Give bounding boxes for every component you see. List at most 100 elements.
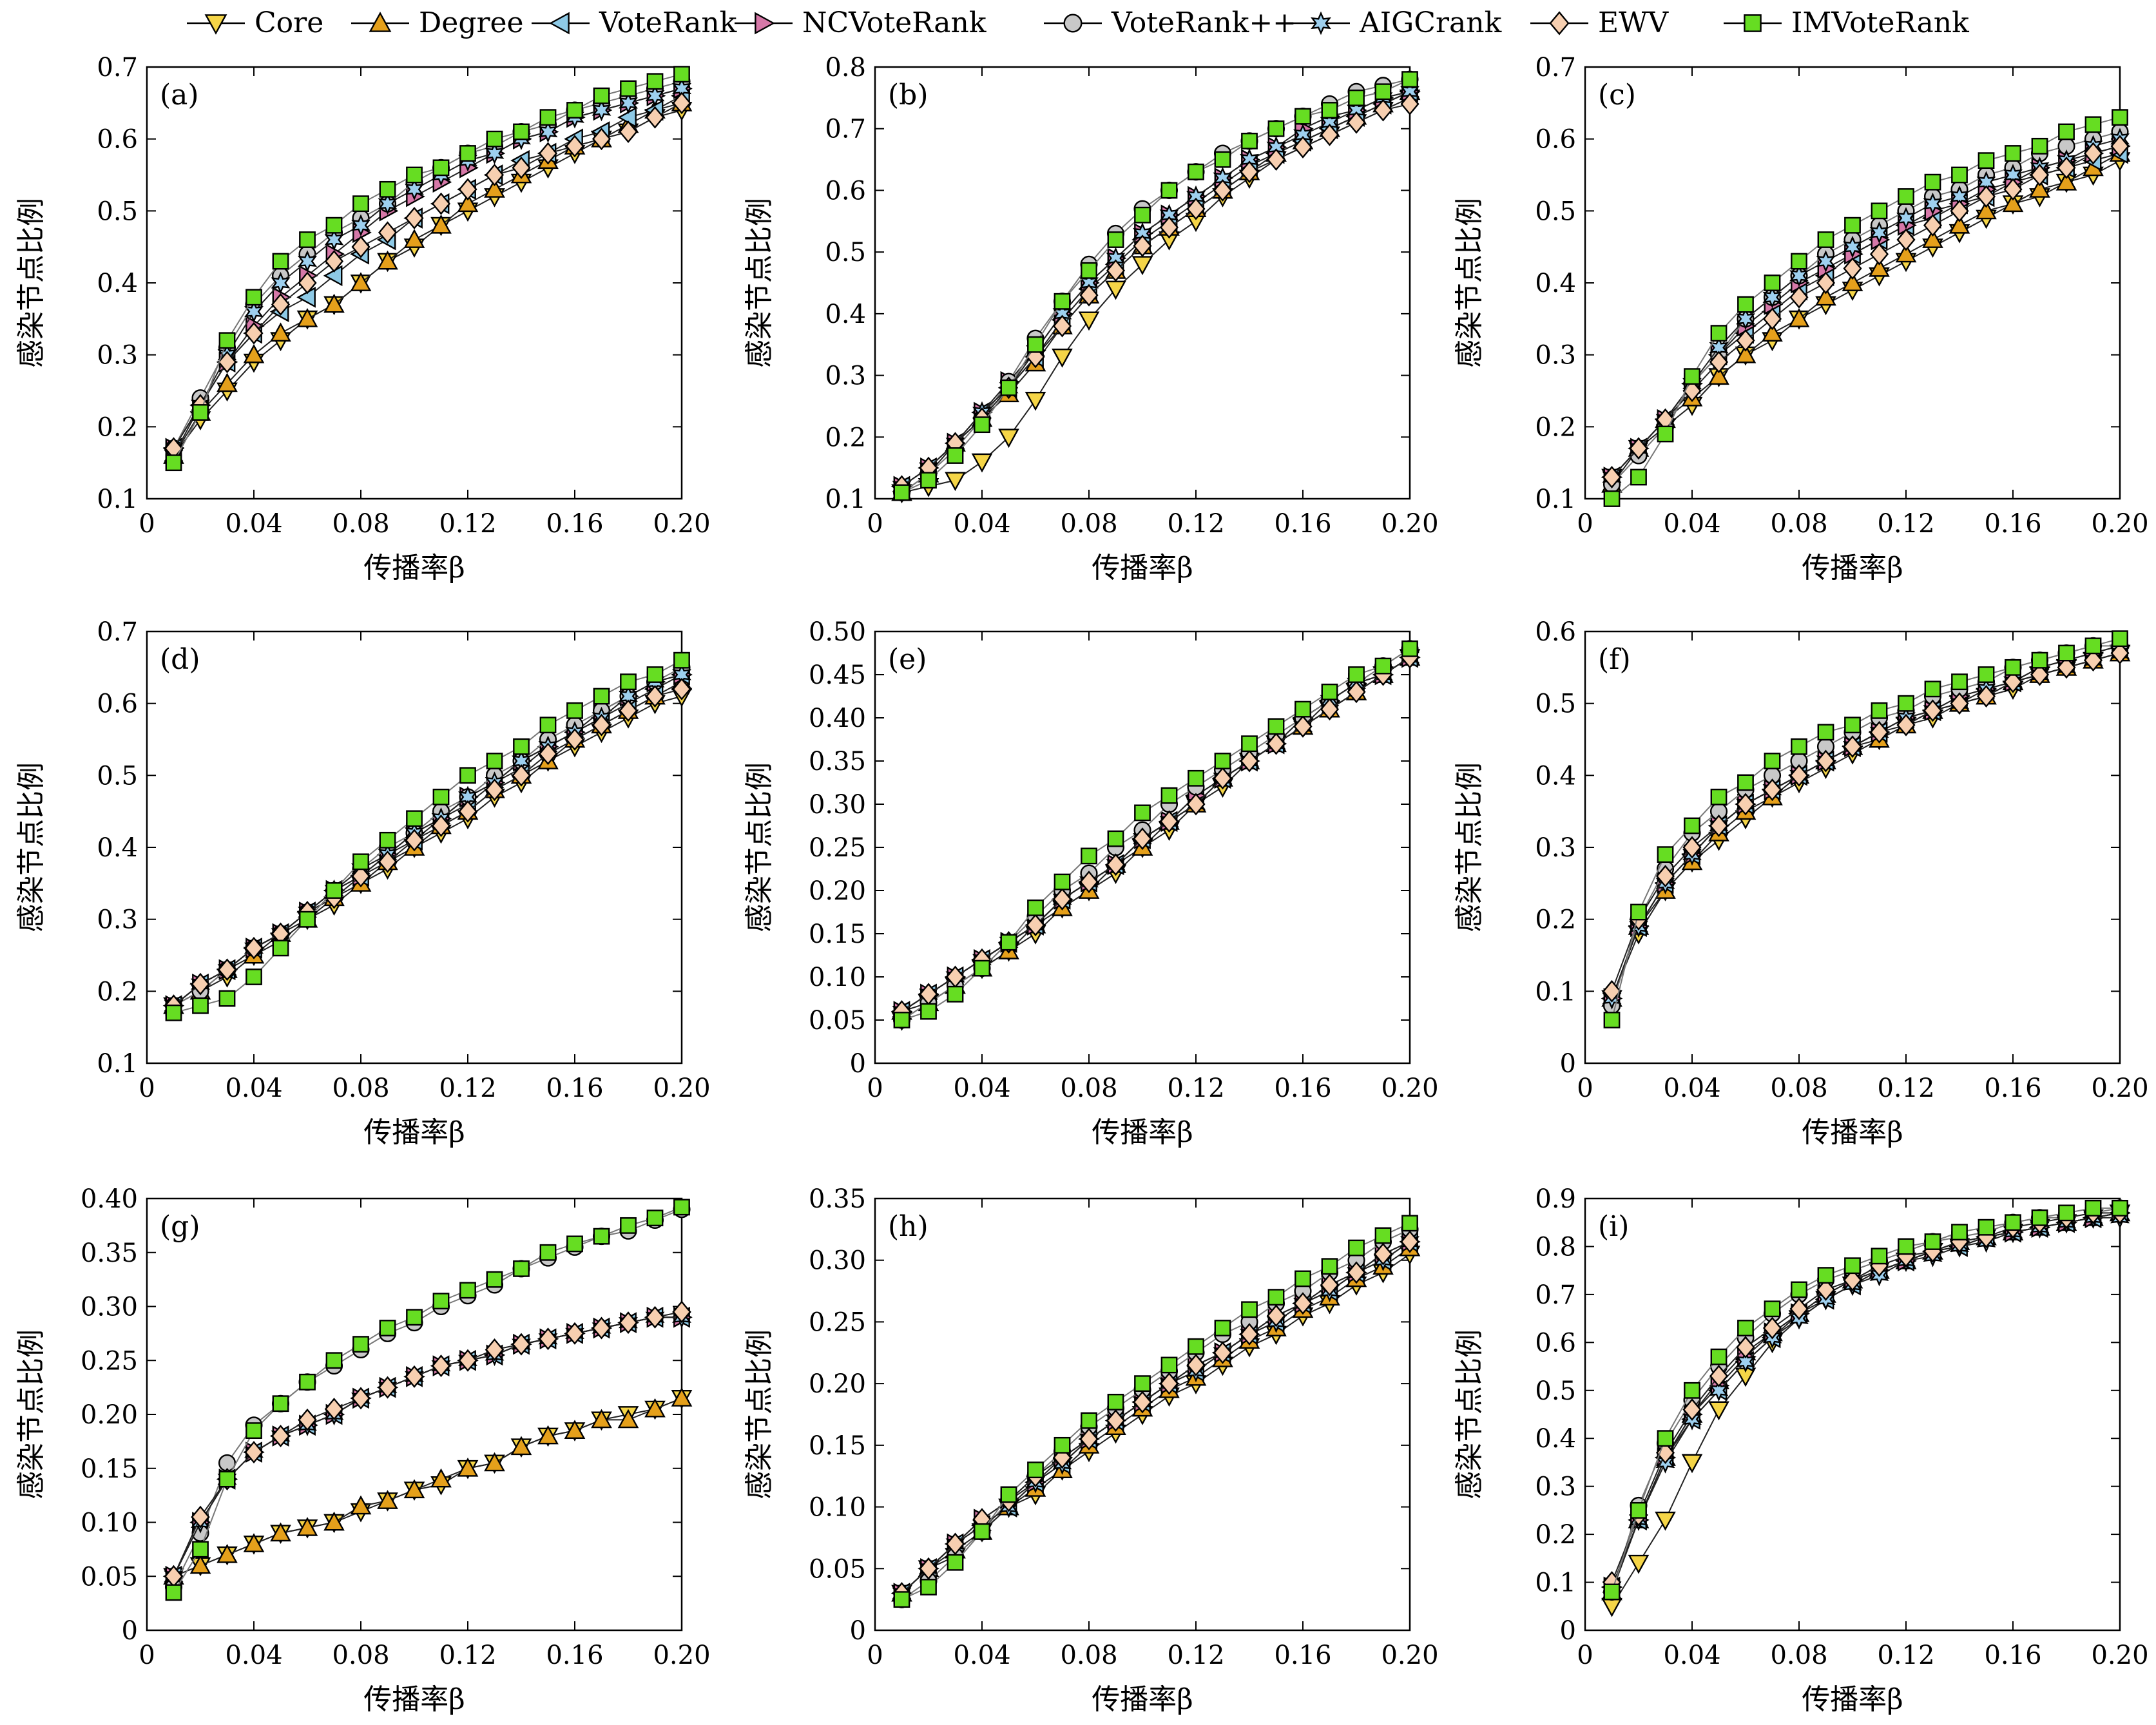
series-line: [173, 102, 682, 449]
chart-panel: 0 0.04 0.08 0.12 0.16 0.20 0 0.1 0.2 0.3 0.4 0.5 0.6…: [1453, 617, 2149, 1149]
series-ewv: [892, 92, 1420, 498]
legend-label: VoteRank: [599, 6, 737, 39]
data-point: [1817, 724, 1834, 741]
y-tick-label: 0.6: [1535, 1328, 1576, 1358]
data-point: [457, 193, 479, 213]
data-point: [1655, 1511, 1676, 1531]
series-aigcrank: [1602, 642, 2130, 1010]
data-point: [1079, 284, 1099, 307]
x-tick-label: 0.04: [225, 1641, 282, 1670]
data-point: [1898, 695, 1914, 712]
y-tick-label: 0.25: [809, 833, 866, 863]
data-point: [1214, 1320, 1231, 1336]
data-point: [1789, 285, 1809, 309]
data-point: [351, 214, 371, 236]
data-point: [593, 1228, 610, 1245]
x-tick-label: 0.08: [1770, 1641, 1827, 1670]
data-point: [1266, 1304, 1286, 1327]
data-point: [1081, 262, 1097, 279]
data-point: [2030, 663, 2050, 686]
y-tick-label: 0.35: [809, 747, 866, 776]
data-point: [1293, 715, 1313, 738]
data-point: [593, 688, 610, 705]
chart-panel: 0 0.04 0.08 0.12 0.16 0.20 0.1 0.2 0.3 0.4 0.5 0.6 0…: [15, 53, 711, 584]
data-point: [1817, 1267, 1834, 1284]
data-point: [2110, 135, 2130, 158]
data-point: [272, 940, 289, 957]
y-tick-label: 0.05: [81, 1562, 138, 1592]
x-axis-label: 传播率β: [363, 1116, 465, 1149]
data-point: [1348, 1239, 1365, 1257]
data-point: [296, 308, 318, 327]
data-point: [458, 800, 477, 823]
data-point: [324, 228, 344, 251]
series-degree: [1601, 142, 2131, 493]
y-axis-label: 感染节点比例: [743, 198, 776, 368]
series-degree: [1601, 642, 2131, 1007]
series-imvoterank: [893, 71, 1418, 501]
x-tick-label: 0.16: [546, 509, 603, 539]
data-point: [1213, 178, 1233, 202]
data-point: [1898, 188, 1914, 205]
series-imvoterank: [165, 66, 690, 472]
data-point: [1052, 348, 1073, 368]
x-tick-label: 0.12: [439, 1074, 496, 1103]
data-point: [2083, 142, 2103, 165]
series-ewv: [164, 1300, 691, 1588]
data-point: [2005, 659, 2021, 676]
data-point: [299, 911, 316, 928]
data-point: [299, 1373, 316, 1391]
x-tick-label: 0.12: [439, 1641, 496, 1670]
x-tick-label: 0.16: [546, 1641, 603, 1670]
data-point: [1373, 99, 1393, 122]
data-point: [1347, 1261, 1366, 1284]
series-ewv: [1602, 135, 2130, 488]
y-tick-label: 0.7: [97, 617, 138, 647]
data-point: [1978, 152, 1995, 169]
data-point: [1293, 1292, 1313, 1315]
series-imvoterank: [165, 651, 690, 1021]
data-point: [484, 178, 505, 198]
series-voterank: [162, 1306, 690, 1587]
chart-panel: 0 0.04 0.08 0.12 0.16 0.20 0 0.1 0.2 0.3 0.4 0.5 0.6…: [1453, 1184, 2149, 1716]
data-point: [405, 178, 424, 201]
data-point: [189, 1554, 211, 1574]
data-point: [270, 322, 291, 342]
data-point: [592, 128, 611, 151]
y-tick-label: 0.6: [97, 125, 138, 155]
data-point: [1978, 666, 1995, 683]
data-point: [1295, 700, 1311, 718]
data-point: [325, 882, 343, 899]
data-point: [1737, 774, 1754, 791]
legend-item: VoteRank: [532, 6, 737, 39]
y-tick-label: 0.3: [1535, 341, 1576, 371]
y-axis-label: 感染节点比例: [15, 198, 48, 368]
data-point: [323, 293, 345, 313]
data-point: [1081, 847, 1097, 865]
data-point: [192, 404, 209, 421]
data-point: [1844, 1257, 1861, 1275]
data-point: [165, 1584, 182, 1601]
data-point: [673, 651, 690, 669]
series-imvoterank: [1603, 1199, 2128, 1601]
data-point: [1871, 1248, 1888, 1265]
data-point: [513, 1260, 530, 1277]
data-point: [1682, 836, 1702, 859]
data-point: [486, 130, 503, 148]
x-tick-label: 0.16: [1274, 509, 1331, 539]
data-point: [405, 1365, 424, 1388]
data-point: [2005, 1214, 2021, 1231]
data-point: [1240, 1323, 1259, 1346]
data-point: [2057, 656, 2076, 679]
data-point: [2031, 1209, 2048, 1226]
data-point: [1951, 673, 1968, 691]
data-point: [1186, 1353, 1206, 1376]
data-point: [1213, 767, 1233, 790]
data-point: [1762, 778, 1782, 802]
data-point: [192, 997, 209, 1014]
data-point: [1267, 120, 1285, 137]
data-point: [1924, 173, 1941, 191]
data-point: [2084, 116, 2102, 133]
data-point: [1898, 1238, 1914, 1255]
data-point: [1000, 934, 1017, 951]
